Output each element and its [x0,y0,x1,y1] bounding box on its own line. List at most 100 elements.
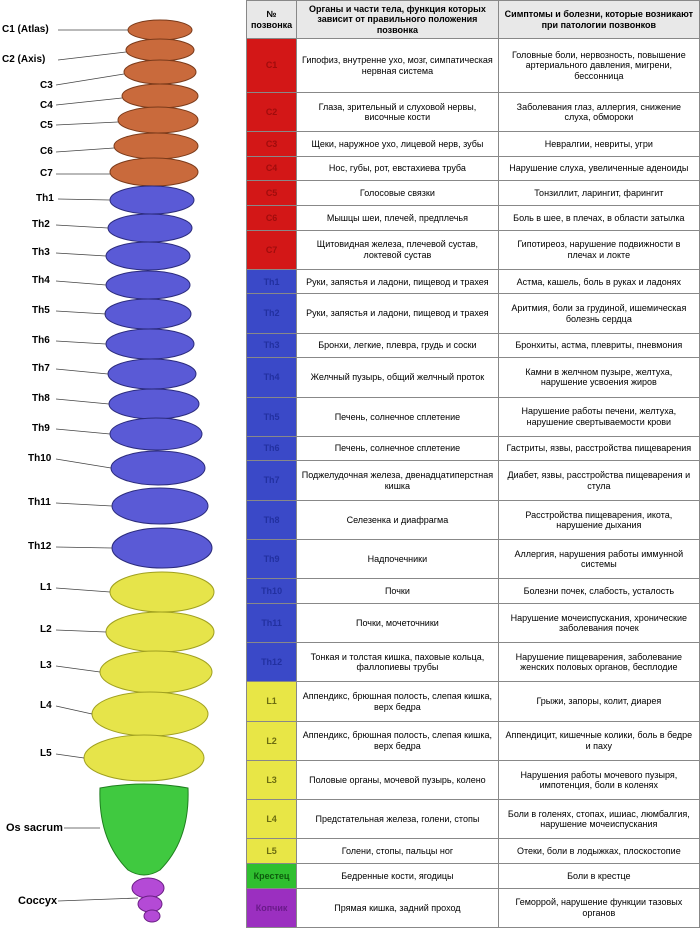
table-row: C4Нос, губы, рот, евстахиева трубаНаруше… [247,156,700,181]
organs-cell: Желчный пузырь, общий желчный проток [297,358,499,397]
vertebra-code-cell: L2 [247,721,297,760]
spine-label: C4 [40,100,53,111]
symptoms-cell: Камни в желчном пузыре, желтуха, нарушен… [498,358,699,397]
spine-label: Th3 [32,247,50,258]
vertebra-code-cell: Th10 [247,579,297,604]
organs-cell: Гипофиз, внутренне ухо, мозг, симпатичес… [297,39,499,93]
spine-label: C6 [40,146,53,157]
vertebra-code-cell: C5 [247,181,297,206]
symptoms-cell: Аллергия, нарушения работы иммунной сист… [498,539,699,578]
spine-label: Th8 [32,393,50,404]
organs-cell: Почки [297,579,499,604]
spine-table: № позвонка Органы и части тела, функция … [246,0,700,928]
organs-cell: Надпочечники [297,539,499,578]
organs-cell: Прямая кишка, задний проход [297,888,499,927]
table-row: Th5Печень, солнечное сплетениеНарушение … [247,397,700,436]
symptoms-cell: Гастриты, язвы, расстройства пищеварения [498,436,699,461]
organs-cell: Аппендикс, брюшная полость, слепая кишка… [297,682,499,721]
spine-label: Th1 [36,193,54,204]
vertebra-code-cell: C2 [247,92,297,131]
spine-label: Th12 [28,541,51,552]
symptoms-cell: Тонзиллит, ларингит, фарингит [498,181,699,206]
organs-cell: Селезенка и диафрагма [297,500,499,539]
table-row: КопчикПрямая кишка, задний проходГеморро… [247,888,700,927]
table-row: Th1Руки, запястья и ладони, пищевод и тр… [247,269,700,294]
vertebra-code-cell: C6 [247,206,297,231]
vertebra-code-cell: Th11 [247,603,297,642]
vertebra-code-cell: Th8 [247,500,297,539]
vertebra-code-cell: Th12 [247,643,297,682]
organs-cell: Бронхи, легкие, плевра, грудь и соски [297,333,499,358]
spine-label: C7 [40,168,53,179]
vertebra-code-cell: C7 [247,230,297,269]
organs-cell: Печень, солнечное сплетение [297,436,499,461]
organs-cell: Бедренные кости, ягодицы [297,864,499,889]
symptoms-cell: Геморрой, нарушение функции тазовых орга… [498,888,699,927]
symptoms-cell: Расстройства пищеварения, икота, нарушен… [498,500,699,539]
table-row: Th6Печень, солнечное сплетениеГастриты, … [247,436,700,461]
table-row: L3Половые органы, мочевой пузырь, колено… [247,760,700,799]
spine-label: L4 [40,700,52,711]
table-row: C2Глаза, зрительный и слуховой нервы, ви… [247,92,700,131]
organs-cell: Руки, запястья и ладони, пищевод и трахе… [297,294,499,333]
table-row: Th4Желчный пузырь, общий желчный протокК… [247,358,700,397]
table-row: C1Гипофиз, внутренне ухо, мозг, симпатич… [247,39,700,93]
table-row: C7Щитовидная железа, плечевой сустав, ло… [247,230,700,269]
table-row: C6Мышцы шеи, плечей, предплечьяБоль в ше… [247,206,700,231]
header-organs: Органы и части тела, функция которых зав… [297,1,499,39]
vertebra-code-cell: C3 [247,132,297,157]
table-row: L5Голени, стопы, пальцы ногОтеки, боли в… [247,839,700,864]
symptoms-cell: Аритмия, боли за грудиной, ишемическая б… [498,294,699,333]
symptoms-cell: Невралгии, невриты, угри [498,132,699,157]
header-num: № позвонка [247,1,297,39]
spine-label: Coccyx [18,895,57,907]
spine-label: Th5 [32,305,50,316]
organs-cell: Предстательная железа, голени, стопы [297,800,499,839]
symptoms-cell: Аппендицит, кишечные колики, боль в бедр… [498,721,699,760]
symptoms-cell: Боль в шее, в плечах, в области затылка [498,206,699,231]
vertebra-code-cell: Th6 [247,436,297,461]
organs-cell: Поджелудочная железа, двенадцатиперстная… [297,461,499,500]
symptoms-cell: Гипотиреоз, нарушение подвижности в плеч… [498,230,699,269]
symptoms-cell: Нарушения работы мочевого пузыря, импоте… [498,760,699,799]
spine-label: L3 [40,660,52,671]
organs-cell: Голосовые связки [297,181,499,206]
spine-label: Th11 [28,497,51,508]
organs-cell: Почки, мочеточники [297,603,499,642]
organs-cell: Аппендикс, брюшная полость, слепая кишка… [297,721,499,760]
spine-svg [0,0,246,928]
spine-label: Th2 [32,219,50,230]
symptoms-cell: Нарушение работы печени, желтуха, наруше… [498,397,699,436]
vertebra-code-cell: Th2 [247,294,297,333]
table-row: Th8Селезенка и диафрагмаРасстройства пищ… [247,500,700,539]
organs-cell: Половые органы, мочевой пузырь, колено [297,760,499,799]
spine-label: Os sacrum [6,822,63,834]
vertebra-code-cell: L1 [247,682,297,721]
table-row: Th2Руки, запястья и ладони, пищевод и тр… [247,294,700,333]
symptoms-cell: Болезни почек, слабость, усталость [498,579,699,604]
organs-cell: Нос, губы, рот, евстахиева труба [297,156,499,181]
spine-label: L2 [40,624,52,635]
table-row: C3Щеки, наружное ухо, лицевой нерв, зубы… [247,132,700,157]
vertebra-code-cell: Th5 [247,397,297,436]
layout: C1 (Atlas)C2 (Axis)C3C4C5C6C7Th1Th2Th3Th… [0,0,700,928]
organs-cell: Тонкая и толстая кишка, паховые кольца, … [297,643,499,682]
spine-label: C1 (Atlas) [2,24,49,35]
symptoms-cell: Нарушение пищеварения, заболевание женск… [498,643,699,682]
spine-label: Th7 [32,363,50,374]
spine-label: Th9 [32,423,50,434]
organs-cell: Печень, солнечное сплетение [297,397,499,436]
symptoms-cell: Грыжи, запоры, колит, диарея [498,682,699,721]
spine-label: Th4 [32,275,50,286]
table-row: Th7Поджелудочная железа, двенадцатиперст… [247,461,700,500]
spine-label: L5 [40,748,52,759]
spine-label: C2 (Axis) [2,54,45,65]
spine-label: Th10 [28,453,51,464]
organs-cell: Глаза, зрительный и слуховой нервы, висо… [297,92,499,131]
table-row: Th3Бронхи, легкие, плевра, грудь и соски… [247,333,700,358]
organs-cell: Голени, стопы, пальцы ног [297,839,499,864]
table-row: Th9НадпочечникиАллергия, нарушения работ… [247,539,700,578]
organs-cell: Мышцы шеи, плечей, предплечья [297,206,499,231]
spine-label: C3 [40,80,53,91]
symptoms-cell: Заболевания глаз, аллергия, снижение слу… [498,92,699,131]
